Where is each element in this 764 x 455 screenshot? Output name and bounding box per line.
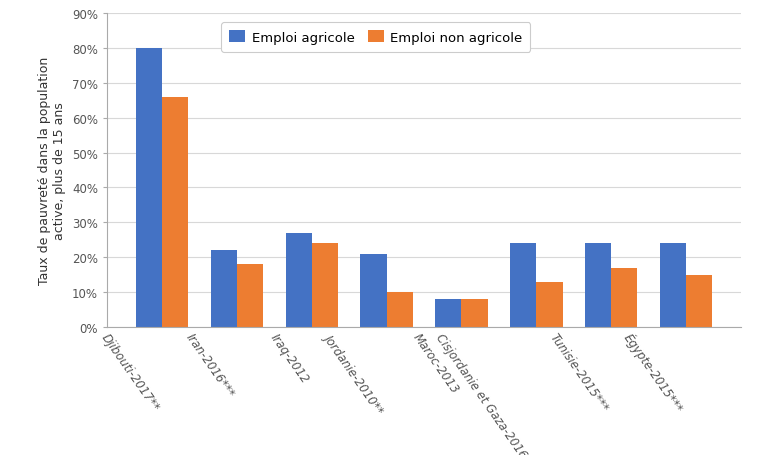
Bar <box>660 244 686 328</box>
Bar <box>286 233 312 328</box>
Bar <box>461 300 487 328</box>
Legend: Emploi agricole, Emploi non agricole: Emploi agricole, Emploi non agricole <box>222 23 530 53</box>
Bar <box>136 49 162 328</box>
Bar <box>585 244 611 328</box>
Bar <box>162 97 188 328</box>
Bar <box>611 268 637 328</box>
Bar <box>536 282 562 328</box>
Y-axis label: Taux de pauvreté dans la population
active, plus de 15 ans: Taux de pauvreté dans la population acti… <box>38 57 66 284</box>
Bar <box>387 293 413 328</box>
Bar <box>435 300 461 328</box>
Bar <box>312 244 338 328</box>
Bar <box>686 275 712 328</box>
Bar <box>211 251 237 328</box>
Bar <box>510 244 536 328</box>
Bar <box>237 265 263 328</box>
Bar <box>361 254 387 328</box>
